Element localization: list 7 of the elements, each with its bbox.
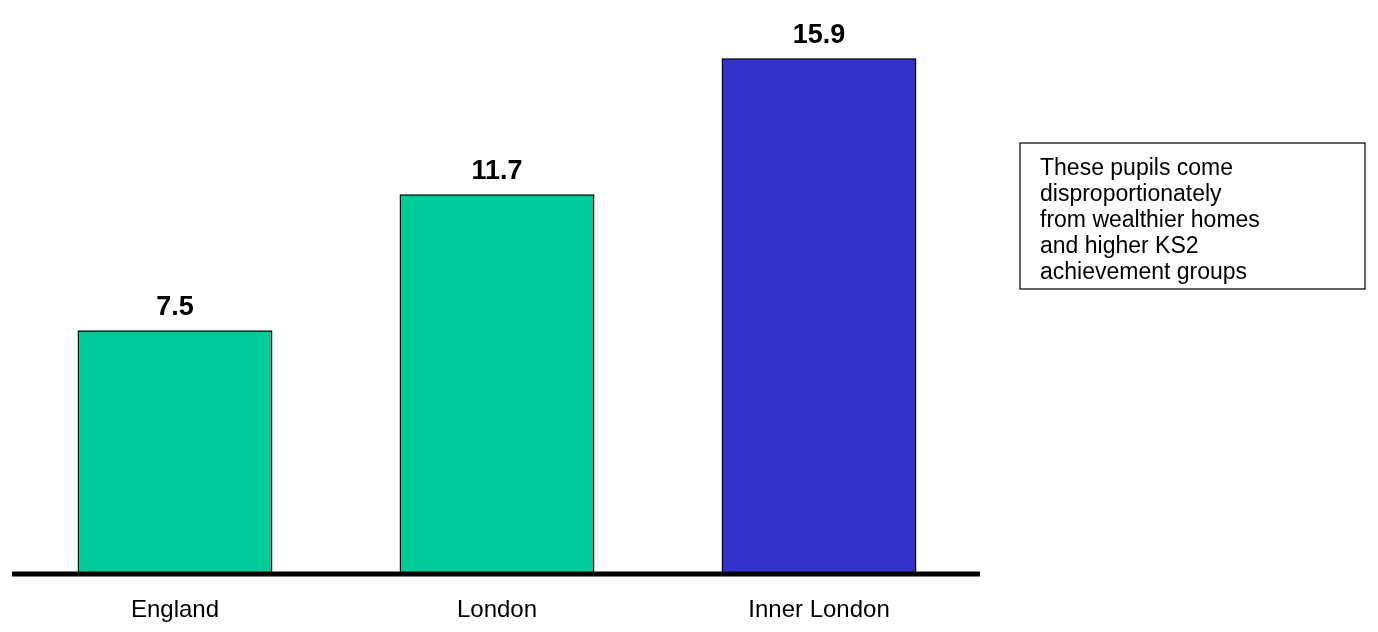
x-tick-label: England <box>130 595 220 622</box>
data-label: 7.5 <box>156 291 194 322</box>
data-label: 11.7 <box>471 155 523 186</box>
x-tick-label: London <box>456 595 538 622</box>
x-tick-label: Inner London <box>748 595 890 622</box>
text: These pupils come disproportionately from wealthier homes and higher KS2 achievement groups <box>1040 154 1260 284</box>
data-label: 15.9 <box>792 19 846 49</box>
